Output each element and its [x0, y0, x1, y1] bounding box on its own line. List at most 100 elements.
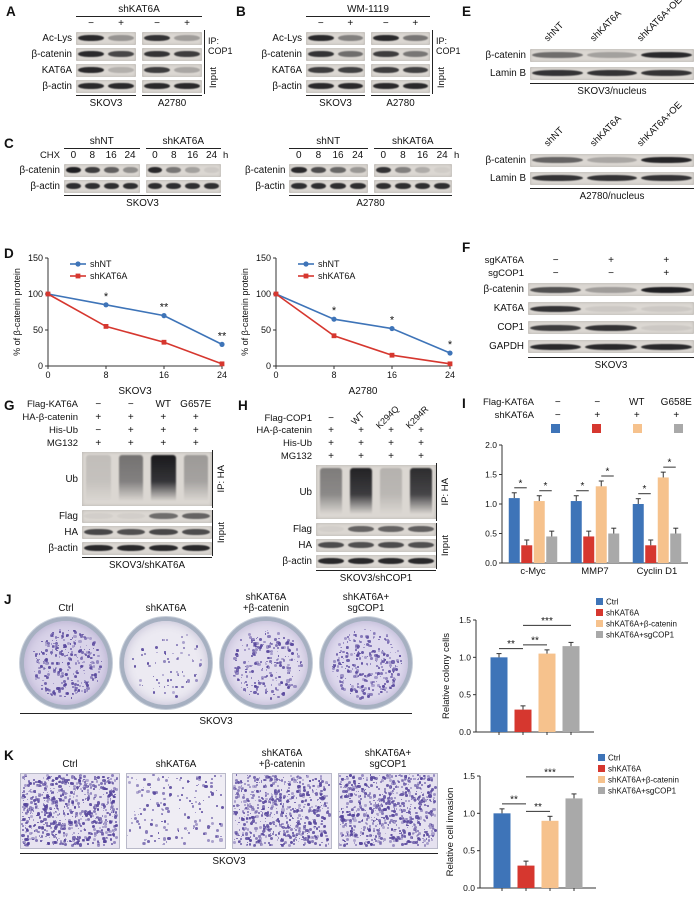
cell-speck: [359, 795, 362, 797]
cell-speck: [32, 782, 35, 785]
cell-speck: [113, 779, 117, 782]
cell-speck: [277, 651, 279, 653]
cell-speck: [394, 774, 398, 777]
cell-speck: [78, 783, 82, 787]
cell-speck: [392, 681, 395, 684]
cell-speck: [357, 808, 360, 811]
cell-speck: [250, 805, 254, 810]
lane-sign: +: [358, 438, 364, 449]
cell-speck: [259, 843, 262, 846]
cell-speck: [73, 839, 75, 841]
cell-speck: [95, 676, 98, 679]
cell-speck: [133, 666, 136, 669]
cell-speck: [238, 821, 240, 824]
cell-speck: [56, 806, 59, 809]
cell-speck: [29, 790, 32, 792]
cell-speck: [30, 806, 34, 810]
cell-speck: [168, 785, 172, 789]
cell-speck: [303, 842, 307, 845]
image-label-line: +β-catenin: [242, 603, 290, 615]
cell-speck: [384, 658, 387, 661]
cell-speck: [346, 652, 348, 654]
cell-speck: [110, 801, 113, 805]
cell-speck: [321, 815, 325, 819]
cell-speck: [374, 838, 377, 841]
cell-speck: [74, 798, 78, 802]
cell-speck: [376, 812, 379, 816]
cell-speck: [114, 824, 117, 828]
cell-speck: [308, 794, 310, 796]
cell-speck: [298, 793, 302, 797]
cell-speck: [262, 668, 264, 670]
cell-speck: [92, 664, 96, 668]
cell-speck: [80, 667, 82, 669]
cell-speck: [248, 693, 251, 695]
cell-speck: [378, 822, 381, 825]
cell-speck: [98, 817, 102, 821]
protein-band: [532, 70, 583, 76]
cell-speck: [67, 822, 71, 826]
cell-speck: [405, 775, 407, 777]
cell-speck: [359, 802, 362, 806]
blot-rows: Ac-Lys β-catenin KAT6A β-actin: [20, 30, 202, 94]
cell-speck: [60, 824, 63, 827]
cell-speck: [250, 793, 252, 796]
cell-speck: [98, 664, 102, 668]
cell-speck: [296, 654, 300, 658]
cell-speck: [105, 837, 109, 840]
cell-speck: [44, 781, 47, 784]
cell-speck: [80, 825, 82, 827]
cell-speck: [26, 810, 30, 814]
gel-strip: [64, 163, 140, 177]
cell-speck: [400, 798, 402, 801]
cell-speck: [345, 805, 348, 808]
cell-speck: [38, 794, 41, 797]
cell-speck: [24, 793, 26, 795]
cell-speck: [67, 661, 71, 665]
cell-speck: [417, 782, 420, 785]
cell-speck: [342, 789, 346, 793]
cell-speck: [412, 833, 415, 836]
significance: **: [510, 794, 518, 805]
cell-speck: [53, 807, 56, 809]
cell-speck: [384, 671, 388, 675]
cell-speck: [79, 838, 81, 840]
cell-speck: [269, 827, 272, 830]
cell-speck: [365, 643, 369, 647]
cell-speck: [253, 653, 257, 657]
cell-speck: [50, 802, 54, 806]
cell-speck: [139, 812, 143, 816]
cell-speck: [42, 652, 46, 655]
cell-speck: [99, 786, 103, 790]
cell-speck: [359, 697, 363, 701]
cell-speck: [378, 774, 380, 776]
cell-speck: [363, 826, 366, 829]
cell-speck: [100, 820, 104, 823]
cell-speck: [372, 841, 375, 844]
cell-speck: [163, 638, 166, 641]
condition-row: 0 8 16 24 0 8 16 24 h: [245, 149, 464, 162]
protein-band: [84, 167, 100, 173]
protein-band: [585, 286, 637, 293]
cell-speck: [281, 666, 285, 670]
cell-speck: [205, 781, 208, 783]
cell-speck: [269, 642, 271, 644]
cell-speck: [396, 779, 400, 783]
cell-speck: [47, 688, 50, 692]
cell-speck: [52, 631, 55, 633]
cell-speck: [345, 655, 348, 658]
cell-speck: [74, 841, 78, 845]
cell-speck: [255, 637, 257, 640]
cell-speck: [158, 685, 161, 688]
cell-speck: [245, 675, 249, 678]
cell-speck: [373, 632, 376, 635]
cell-speck: [40, 840, 42, 842]
cell-speck: [401, 786, 404, 789]
cell-speck: [76, 823, 78, 825]
cell-speck: [103, 803, 106, 806]
cell-speck: [355, 657, 358, 660]
cell-speck: [83, 636, 86, 639]
legend-swatch: [598, 765, 605, 772]
cell-speck: [246, 799, 250, 803]
cell-speck: [201, 784, 206, 788]
